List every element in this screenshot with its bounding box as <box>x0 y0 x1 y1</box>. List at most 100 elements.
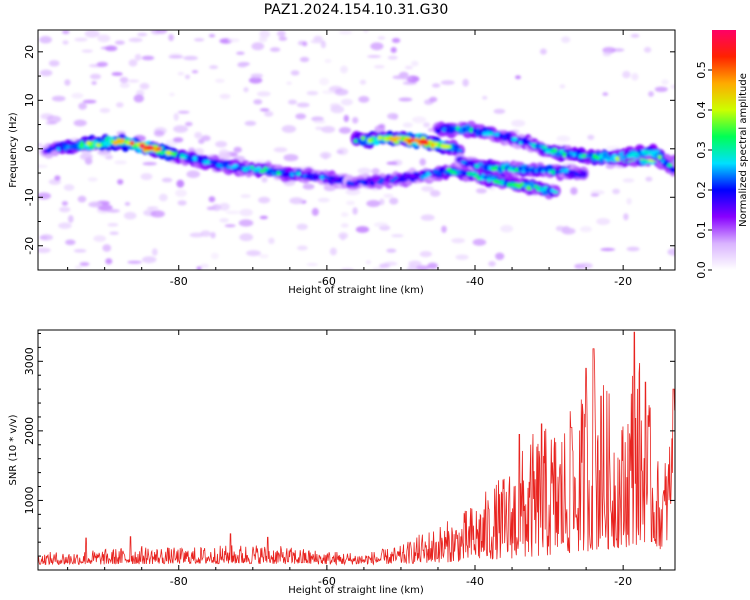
ridge-2-mark <box>598 153 605 159</box>
noise-blob <box>140 173 153 181</box>
noise-blob <box>100 46 116 50</box>
noise-blob <box>612 188 620 195</box>
noise-blob <box>661 79 669 85</box>
noise-blob <box>391 38 401 43</box>
noise-blob <box>240 194 251 199</box>
noise-blob <box>561 36 571 43</box>
ridge-3-mark <box>363 180 369 184</box>
noise-blob <box>88 201 103 208</box>
noise-blob <box>462 78 469 87</box>
spectrogram-y-tick-label: -10 <box>23 188 36 206</box>
noise-blob <box>244 120 257 126</box>
noise-blob <box>189 232 204 238</box>
noise-blob <box>338 232 349 240</box>
noise-blob <box>370 169 381 173</box>
noise-blob <box>387 113 399 120</box>
noise-blob <box>411 60 419 67</box>
ridge-4-mark <box>551 169 556 175</box>
noise-blob <box>402 122 413 128</box>
noise-blob <box>345 200 356 206</box>
ridge-2-mark <box>565 153 571 159</box>
ridge-1-mark <box>427 139 432 144</box>
noise-blob <box>38 192 51 200</box>
noise-blob <box>472 238 487 246</box>
noise-blob <box>146 206 159 210</box>
noise-blob <box>482 95 488 100</box>
noise-blob <box>295 113 307 120</box>
noise-blob <box>288 99 297 105</box>
noise-blob <box>387 55 398 60</box>
noise-blob <box>379 263 391 269</box>
noise-blob <box>198 138 205 144</box>
noise-blob <box>239 233 254 242</box>
noise-blob <box>306 263 319 266</box>
noise-blob <box>238 219 254 227</box>
noise-blob <box>214 78 225 83</box>
noise-blob <box>415 265 430 270</box>
ridge-0-mark <box>186 155 192 160</box>
noise-blob <box>87 177 98 182</box>
ridge-3-mark <box>482 175 489 180</box>
noise-blob <box>421 185 434 192</box>
noise-blob <box>61 201 68 206</box>
ridge-3-mark <box>497 180 502 185</box>
ridge-3-mark <box>379 177 386 183</box>
noise-blob <box>296 102 310 108</box>
noise-blob <box>559 84 566 89</box>
noise-blob <box>119 82 130 89</box>
ridge-1-mark <box>377 135 383 141</box>
noise-blob <box>98 204 113 212</box>
noise-blob <box>579 262 593 269</box>
noise-blob <box>91 81 97 85</box>
noise-blob <box>286 81 292 85</box>
noise-blob <box>215 141 228 148</box>
noise-blob <box>419 251 432 258</box>
noise-blob <box>177 200 187 206</box>
ridge-0-mark <box>132 144 138 149</box>
spectrogram-x-tick-label: -40 <box>466 275 484 288</box>
ridge-0-mark <box>129 140 135 146</box>
noise-blob <box>89 73 102 80</box>
noise-blob <box>127 260 142 264</box>
noise-blob <box>261 176 268 183</box>
noise-blob <box>511 119 526 127</box>
ridge-0-mark <box>236 166 242 171</box>
noise-blob <box>667 248 675 256</box>
ridge-0-peak <box>114 139 125 144</box>
noise-blob <box>365 260 371 265</box>
noise-blob <box>302 183 315 190</box>
ridge-3-mark <box>417 173 422 178</box>
noise-blob <box>431 83 441 88</box>
noise-blob <box>150 210 165 218</box>
snr-x-label: Height of straight line (km) <box>288 585 424 596</box>
colorbar-tick-label: 0.5 <box>695 61 708 79</box>
spectrogram-frame <box>37 29 676 271</box>
noise-blob <box>256 91 271 97</box>
colorbar: 0.0 0.1 0.2 0.3 0.4 0.5 Normalized spectral a… <box>695 30 749 279</box>
ridge-3-mark <box>473 173 479 178</box>
noise-blob <box>355 226 370 233</box>
noise-blob <box>340 98 353 106</box>
noise-blob <box>420 214 435 221</box>
snr-y-tick-label: 3000 <box>23 347 36 375</box>
noise-blob <box>390 47 397 53</box>
noise-blob <box>352 117 359 124</box>
noise-blob <box>296 223 308 230</box>
colorbar-tick-label: 0.2 <box>695 181 708 199</box>
noise-blob <box>224 224 236 228</box>
colorbar-gradient <box>712 30 736 270</box>
noise-blob <box>142 162 157 166</box>
noise-blob <box>239 208 253 217</box>
noise-blob <box>73 119 87 127</box>
ridge-5-mark <box>640 149 646 154</box>
noise-blob <box>78 102 87 110</box>
noise-blob <box>340 212 349 217</box>
noise-blob <box>219 93 231 100</box>
ridge-0-mark <box>296 171 301 176</box>
noise-blob <box>64 79 71 86</box>
noise-blob <box>209 65 219 70</box>
ridge-0-mark <box>250 165 255 170</box>
noise-blob <box>58 222 72 229</box>
noise-blob <box>105 258 113 265</box>
